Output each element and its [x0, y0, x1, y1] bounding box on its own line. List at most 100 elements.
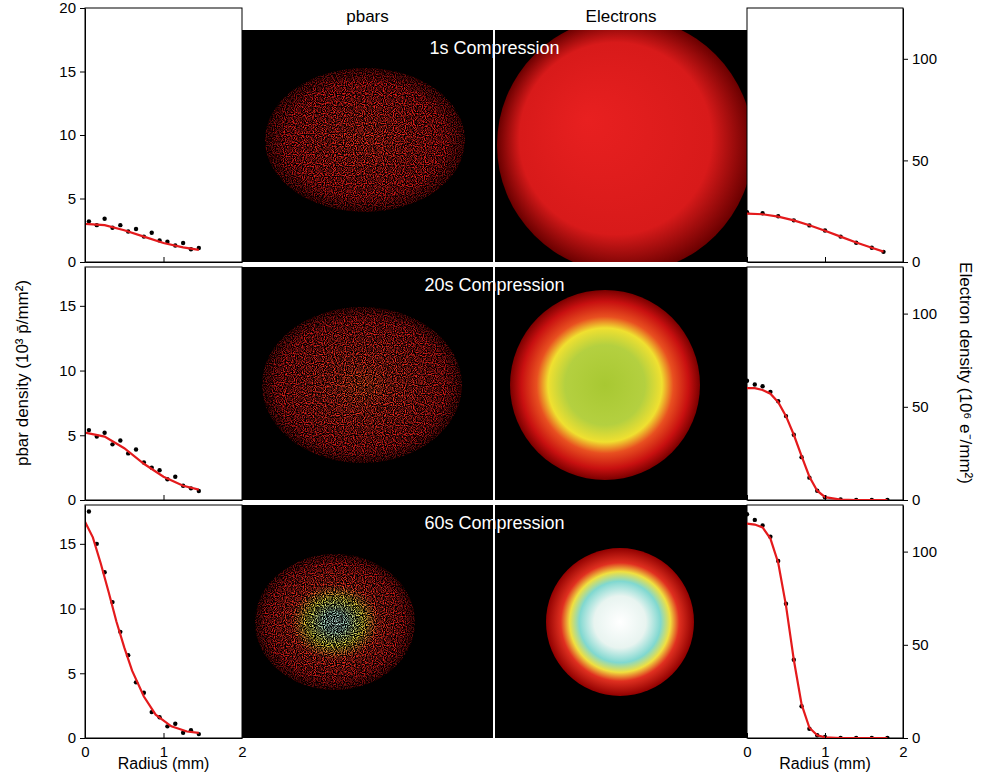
electron-image — [497, 30, 747, 262]
tick-label: 10 — [59, 362, 76, 379]
tick-mark — [80, 72, 85, 73]
axis-line — [903, 9, 904, 263]
row-title: 1s Compression — [429, 38, 559, 58]
tick-label: 15 — [59, 63, 76, 80]
tick — [242, 257, 243, 262]
tick-mark — [825, 733, 826, 738]
fit-line — [85, 224, 199, 250]
tick: 20 — [59, 0, 85, 16]
axis: 0 5 10 15 20 — [59, 0, 85, 270]
tick-label: 0 — [912, 253, 920, 270]
tick: 0 — [68, 729, 85, 746]
tick-mark — [747, 257, 748, 262]
marks — [747, 210, 886, 254]
tick: 0 — [903, 491, 920, 508]
data-point — [102, 217, 106, 221]
tick-mark — [80, 609, 85, 610]
plot-frame — [747, 505, 903, 738]
tick-label: 100 — [912, 305, 937, 322]
plot-frame — [85, 8, 242, 262]
tick: 10 — [59, 600, 85, 617]
tick-label: 15 — [59, 535, 76, 552]
image-row — [242, 267, 747, 500]
axis-line — [903, 506, 904, 739]
data-point — [102, 430, 106, 434]
tick: 15 — [59, 63, 85, 80]
tick: 0 — [68, 491, 85, 508]
tick-label: 20 — [59, 0, 76, 16]
tick-mark — [80, 199, 85, 200]
data-point — [157, 468, 161, 472]
data-point — [118, 223, 122, 227]
tick — [164, 495, 165, 500]
y-axis-title: pbar density (10³ p̄/mm²) — [13, 280, 32, 466]
tick-mark — [164, 495, 165, 500]
tick-mark — [242, 733, 243, 738]
marks — [85, 217, 201, 252]
figure: 0510152005101501205101505010005010001205… — [0, 0, 988, 778]
axis — [86, 257, 243, 263]
axis-line — [85, 9, 86, 263]
data-point — [753, 382, 757, 386]
pbar-image — [262, 307, 462, 463]
tick-label: 0 — [743, 743, 751, 760]
tick-mark — [80, 500, 85, 501]
tick: 0 — [68, 253, 85, 270]
data-point — [747, 512, 749, 516]
image-separator — [493, 30, 495, 262]
tick — [825, 495, 826, 500]
panel: 050100 — [745, 8, 937, 270]
tick: 50 — [903, 398, 929, 415]
tick: 5 — [68, 665, 85, 682]
panel: 0 5 10 15 20 — [59, 0, 242, 270]
axis-line — [748, 738, 904, 739]
tick-label: 15 — [59, 297, 76, 314]
tick-label: 2 — [238, 743, 246, 760]
plot-frame — [747, 267, 903, 500]
data-point — [747, 379, 749, 383]
tick-label: 50 — [912, 636, 929, 653]
data-point — [87, 509, 91, 513]
tick-label: 10 — [59, 600, 76, 617]
tick — [242, 495, 243, 500]
tick-mark — [903, 407, 908, 408]
tick: 5 — [68, 190, 85, 207]
tick-mark — [242, 257, 243, 262]
tick-mark — [903, 552, 908, 553]
image-separator — [493, 267, 495, 500]
x-axis-title: Radius (mm) — [779, 755, 871, 772]
tick-mark — [903, 645, 908, 646]
axis: 0 50 100 — [903, 268, 937, 509]
data-point — [134, 447, 138, 451]
tick-mark — [80, 371, 85, 372]
electron-image — [510, 290, 700, 480]
y-axis-title: Electron density (10⁶ e⁻/mm²) — [956, 262, 975, 484]
row-title: 60s Compression — [424, 513, 564, 533]
marks — [85, 509, 201, 736]
tick — [164, 257, 165, 262]
tick-mark — [747, 495, 748, 500]
tick-label: 10 — [59, 126, 76, 143]
tick: 0 — [903, 729, 920, 746]
tick-mark — [825, 257, 826, 262]
panel: 012051015 — [59, 505, 246, 760]
panel: 0 50 100 — [745, 267, 937, 508]
tick: 0 — [903, 253, 920, 270]
tick-mark — [903, 738, 908, 739]
tick: 5 — [68, 427, 85, 444]
tick: 100 — [903, 543, 937, 560]
pbar-image — [255, 554, 415, 690]
axis — [748, 257, 904, 263]
axis-line — [86, 738, 243, 739]
marks — [747, 512, 890, 738]
tick-mark — [903, 314, 908, 315]
tick-mark — [80, 738, 85, 739]
data-point — [173, 475, 177, 479]
column-title: pbars — [346, 7, 389, 26]
tick: 100 — [903, 50, 937, 67]
tick-label: 0 — [68, 729, 76, 746]
axis-line — [86, 262, 243, 263]
image-row — [242, 505, 747, 738]
tick-label: 100 — [912, 50, 937, 67]
tick: 50 — [903, 636, 929, 653]
